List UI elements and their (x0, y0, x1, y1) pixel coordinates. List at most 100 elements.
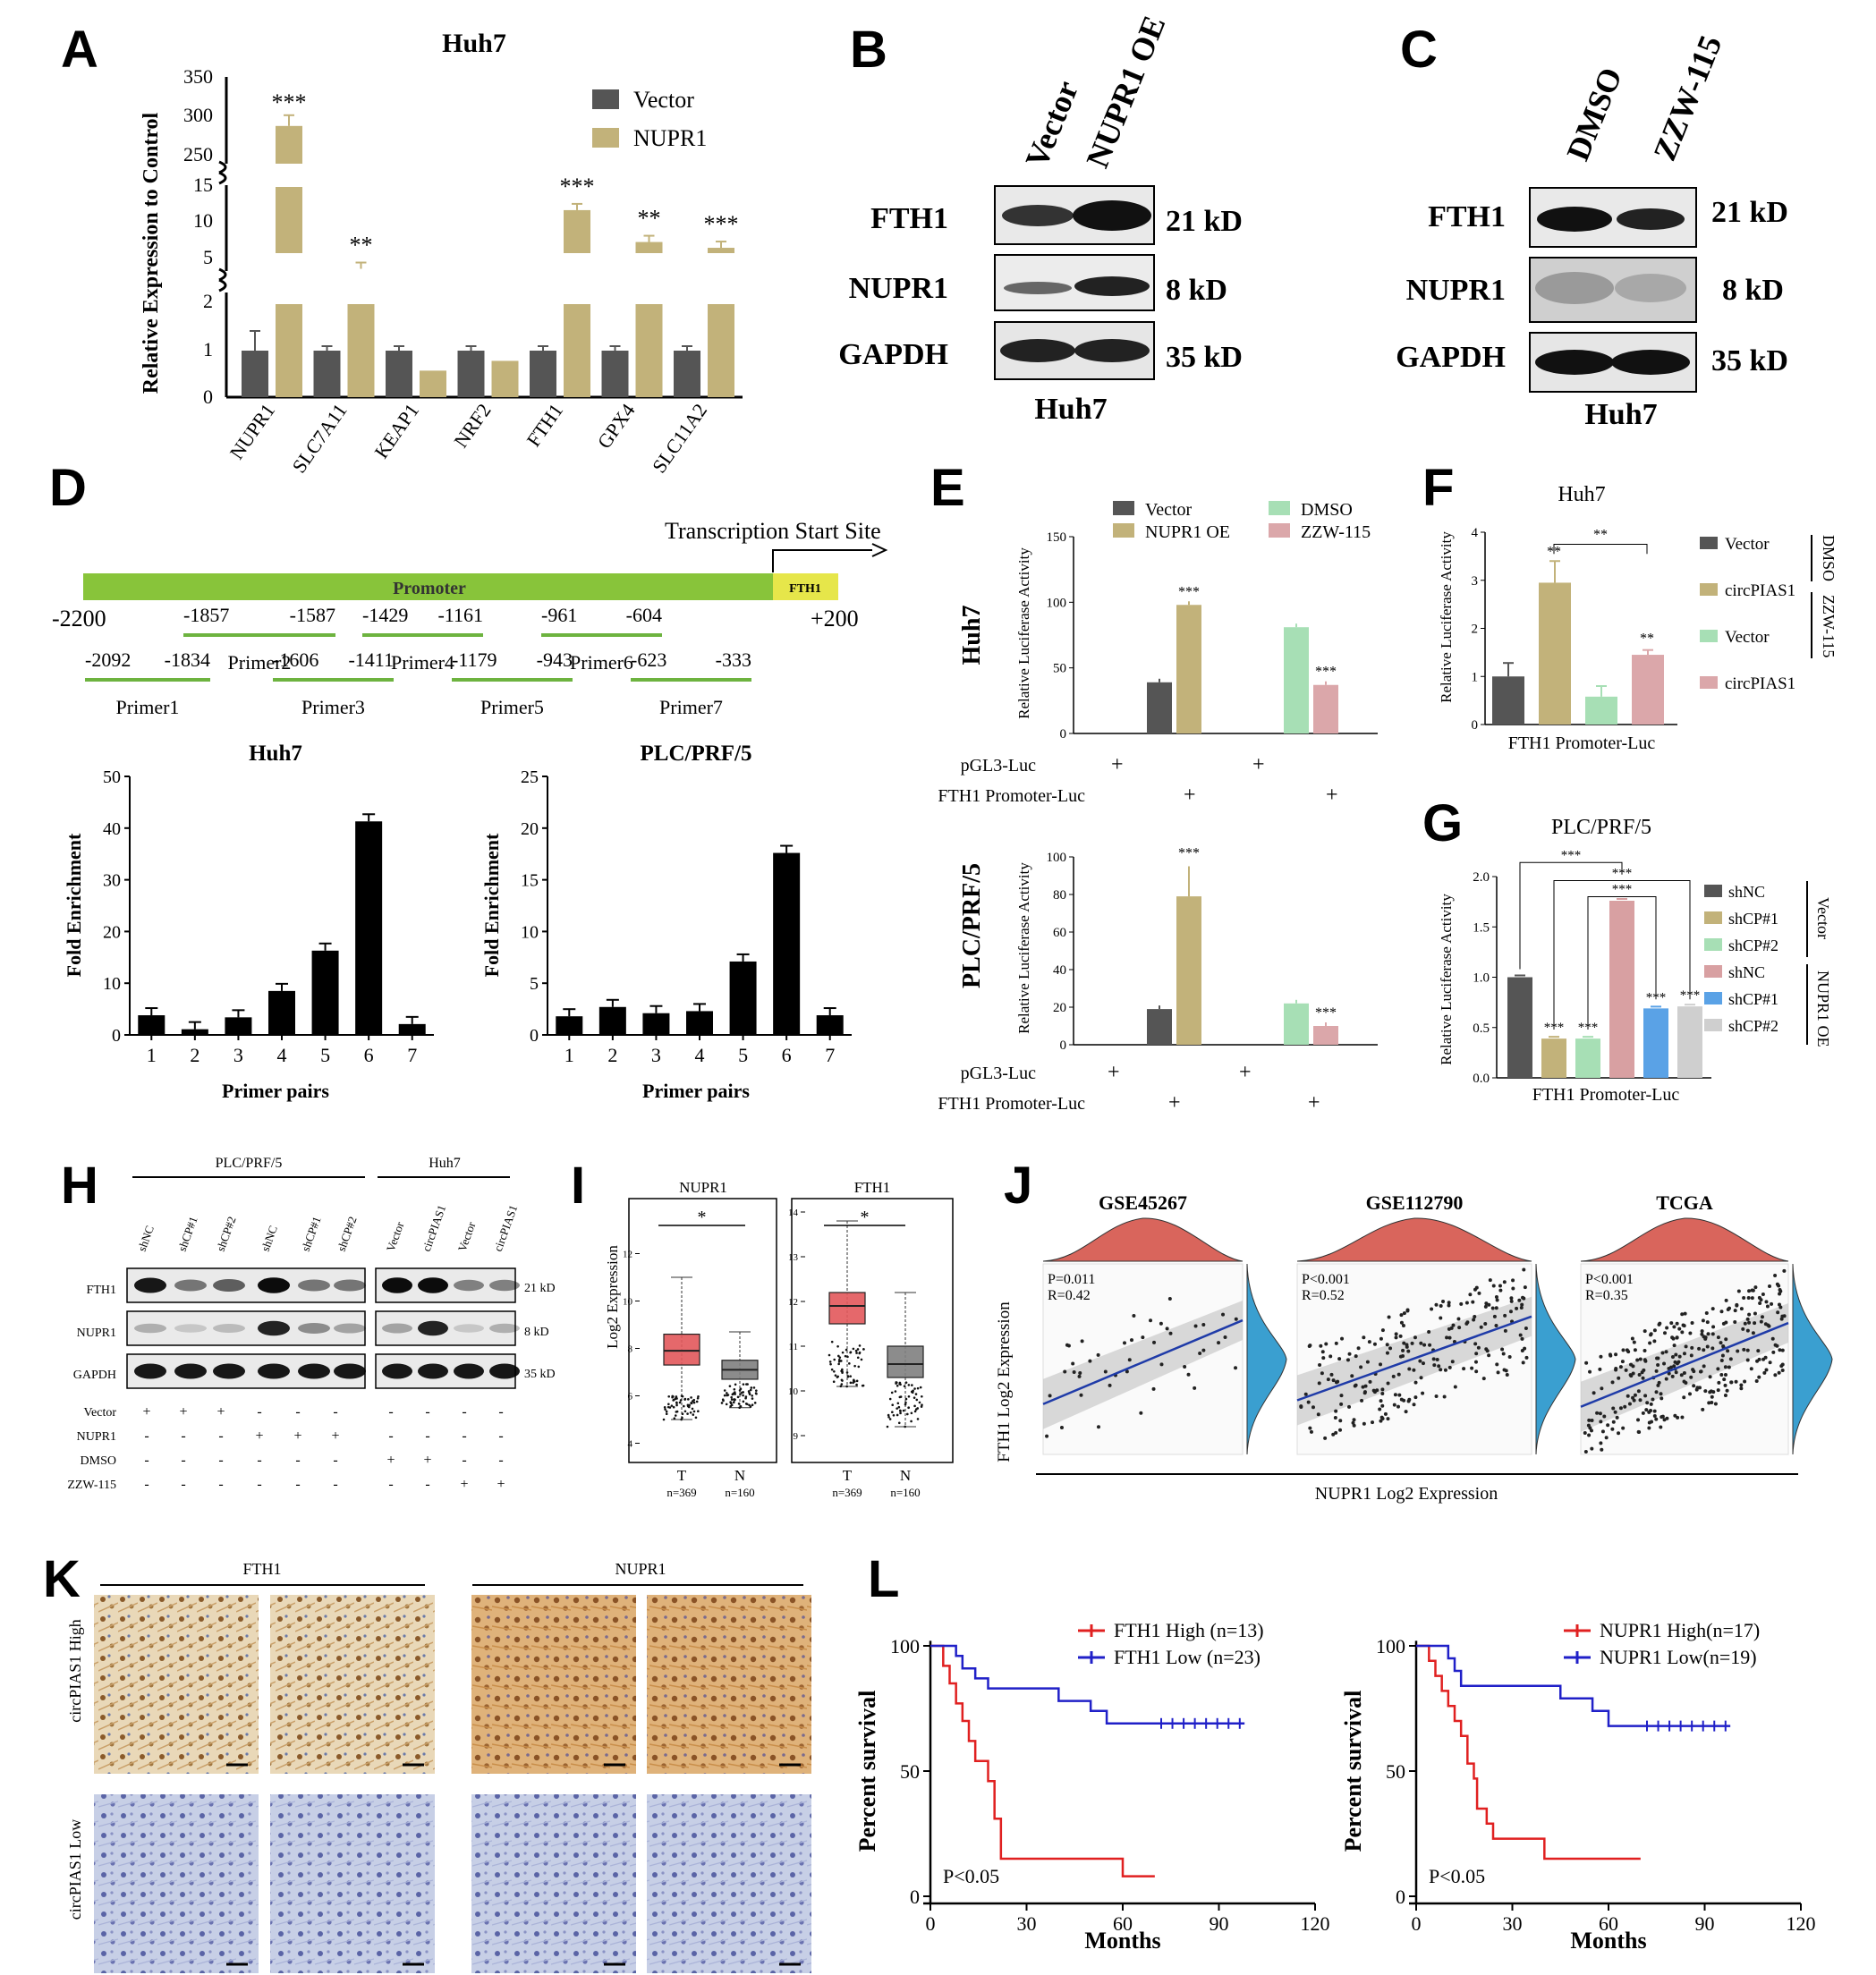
panel-letter-I: I (571, 1157, 585, 1215)
panel-l-left-curve (930, 1644, 1245, 1725)
panel-k-ihc-image (270, 1794, 435, 1973)
panel-d-primer-start: -961 (541, 604, 577, 626)
panel-a-legend-nupr1: NUPR1 (633, 125, 707, 151)
panel-e-plus-b1: + (1108, 1061, 1120, 1084)
panel-e-x2-label-2: FTH1 Promoter-Luc (938, 1094, 1085, 1114)
panel-h-sign: - (425, 1428, 429, 1444)
panel-h-lane-label: shNC (259, 1224, 280, 1253)
panel-letter-J: J (1004, 1157, 1032, 1215)
panel-d-plc-title: PLC/PRF/5 (641, 742, 752, 766)
panel-i-xlabel-N: N (734, 1467, 745, 1484)
panel-i-fth1-ytick: 13 (788, 1252, 799, 1263)
panel-l-right-xlabel: Months (1570, 1928, 1646, 1954)
panel-h-sign: + (460, 1477, 468, 1492)
panel-j-r-value: R=0.52 (1302, 1288, 1345, 1303)
panel-letter-C: C (1400, 21, 1438, 79)
panel-c-row-gapdh: GAPDH (1396, 341, 1506, 374)
panel-i-n-N: n=160 (725, 1486, 754, 1499)
panel-k-col-fth1: FTH1 (242, 1560, 281, 1578)
panel-l-right-p-value: P<0.05 (1429, 1865, 1485, 1887)
panel-h-sign: + (179, 1404, 187, 1420)
panel-letter-G: G (1422, 794, 1463, 852)
panel-e-row-huh7: Huh7 (958, 606, 986, 665)
panel-d-start: -2200 (52, 606, 106, 631)
panel-e-plus-b3: + (1168, 1091, 1181, 1115)
panel-h-treat-label: NUPR1 (77, 1430, 116, 1444)
panel-f-ytick: 0 (1472, 718, 1479, 733)
panel-h-sign: + (386, 1453, 395, 1468)
panel-d-huh7-bar (268, 990, 295, 1035)
panel-j-regression-line (1042, 1318, 1244, 1405)
panel-e-huh7-ytick: 0 (1060, 727, 1067, 742)
panel-d-plc-ytick: 20 (521, 819, 539, 839)
panel-i-fth1-ytick: 11 (788, 1342, 798, 1352)
panel-h-lane-label: shCP#1 (175, 1215, 200, 1253)
panel-k-ihc-image (270, 1595, 435, 1774)
panel-h-kd-8: 8 kD (524, 1326, 549, 1339)
panel-d-plc-xlabel: Primer pairs (642, 1080, 750, 1102)
panel-d-plc-bar (773, 852, 801, 1035)
panel-g-legend-swatch (1704, 1019, 1722, 1031)
panel-h-treat-label: ZZW-115 (67, 1479, 116, 1492)
panel-h-sign: - (181, 1428, 185, 1444)
panel-letter-B: B (850, 21, 887, 79)
panel-l-survival: Percent survival Months 0 50 100 0 30 60 90 120 P<… (854, 1619, 1816, 1954)
panel-a-legend-vector: Vector (633, 87, 694, 113)
panel-c-lane-dmso: DMSO (1559, 63, 1629, 165)
panel-h-lane-label: shCP#1 (299, 1215, 324, 1253)
panel-e-plc-star: *** (1178, 846, 1200, 861)
panel-l-right-xtick: 120 (1787, 1912, 1816, 1935)
panel-l-left-legend-item: FTH1 Low (n=23) (1114, 1646, 1261, 1668)
panel-i-n-T: n=369 (666, 1486, 696, 1499)
panel-b-kd-35: 35 kD (1166, 341, 1243, 374)
panel-d-plc-bar (598, 1006, 626, 1035)
panel-h-treat-label: Vector (83, 1406, 116, 1420)
panel-h-sign: - (218, 1453, 223, 1468)
panel-a-legend-nupr1-swatch (592, 128, 619, 148)
panel-g-ytick: 1.0 (1473, 971, 1490, 986)
panel-f-title: Huh7 (1558, 483, 1605, 506)
panel-a-bar-nupr1-lower (347, 304, 375, 397)
panel-a-ytick-15: 15 (193, 174, 213, 196)
panel-h-sign: - (257, 1477, 261, 1492)
panel-d-plc-xtick: 3 (651, 1044, 661, 1066)
panel-h-row-nupr1: NUPR1 (77, 1327, 116, 1340)
panel-e-luciferase: Vector NUPR1 OE DMSO ZZW-115 Huh7 PLC/PR… (938, 500, 1378, 1115)
panel-a-bar-nupr1-lower (276, 304, 302, 397)
panel-d-huh7-xtick: 2 (190, 1044, 199, 1066)
panel-a-bar-vector (313, 351, 341, 397)
panel-i-nupr1-ytick: 6 (628, 1392, 633, 1403)
panel-f-legend-swatch (1700, 676, 1718, 689)
panel-letter-H: H (61, 1157, 98, 1215)
panel-d-plc-xtick: 2 (607, 1044, 617, 1066)
panel-i-n-T: n=369 (832, 1486, 862, 1499)
panel-f-ylabel: Relative Luciferase Activity (1438, 531, 1455, 703)
panel-e-huh7-star: *** (1178, 584, 1200, 599)
panel-d-huh7-xtick: 7 (407, 1044, 417, 1066)
panel-g-group-nupr1oe: NUPR1 OE (1814, 971, 1832, 1047)
panel-d-primer-end: -604 (626, 604, 662, 626)
panel-e-plc-bar (1313, 1026, 1338, 1045)
panel-c-western: DMSO ZZW-115 FTH1 NUPR1 GAPDH 21 kD 8 kD… (1396, 30, 1788, 431)
panel-l-left-ytick: 100 (890, 1635, 920, 1657)
panel-e-plus-a3: + (1184, 784, 1196, 807)
panel-d-huh7-xtick: 3 (233, 1044, 243, 1066)
panel-a-xtick: SLC11A2 (648, 400, 711, 478)
panel-c-row-nupr1: NUPR1 (1406, 274, 1506, 307)
panel-b-kd-21: 21 kD (1166, 205, 1243, 238)
panel-g-bar (1507, 977, 1532, 1078)
panel-h-left-title: PLC/PRF/5 (216, 1156, 283, 1171)
panel-d-plc-ytick: 25 (521, 767, 539, 787)
panel-h-right-title: Huh7 (429, 1156, 461, 1171)
panel-d-huh7-bar (398, 1023, 426, 1035)
panel-l-right-xtick: 90 (1695, 1912, 1715, 1935)
panel-d-huh7-ytick: 0 (112, 1026, 121, 1046)
panel-h-sign: - (181, 1453, 185, 1468)
panel-e-huh7-bar (1176, 605, 1201, 733)
panel-h-row-fth1: FTH1 (87, 1284, 116, 1297)
panel-f-luciferase: Huh7 Relative Luciferase Activity FTH1 P… (1438, 483, 1838, 753)
panel-g-legend-item: shCP#2 (1728, 937, 1778, 954)
panel-j-y-density (1535, 1263, 1576, 1455)
panel-f-bar (1585, 696, 1617, 725)
panel-f-legend-item: Vector (1725, 628, 1770, 647)
